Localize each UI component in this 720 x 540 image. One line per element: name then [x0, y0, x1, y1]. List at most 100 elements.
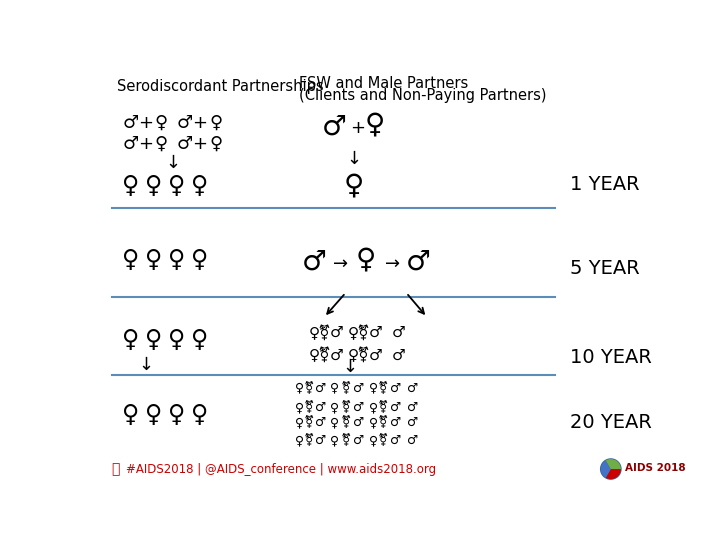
Text: ♀: ♀ — [330, 416, 339, 429]
Text: ↓: ↓ — [138, 356, 153, 374]
Text: ♀: ♀ — [369, 401, 378, 414]
Text: ⚧: ⚧ — [318, 347, 330, 363]
Text: ♂: ♂ — [390, 382, 401, 395]
Text: ↓: ↓ — [166, 154, 181, 172]
Text: FSW and Male Partners: FSW and Male Partners — [300, 76, 469, 91]
Text: ⚧: ⚧ — [378, 416, 388, 429]
Text: AIDS 2018: AIDS 2018 — [625, 463, 685, 473]
Text: ♀: ♀ — [209, 135, 222, 153]
Text: ↓: ↓ — [346, 150, 361, 168]
Text: ⚧: ⚧ — [341, 382, 351, 395]
Text: ♀: ♀ — [168, 174, 186, 198]
Text: ♀: ♀ — [145, 328, 162, 353]
Text: ♀: ♀ — [309, 348, 320, 362]
Text: ⚧: ⚧ — [378, 382, 388, 395]
Text: ♂: ♂ — [330, 325, 343, 340]
Text: ♀: ♀ — [369, 382, 378, 395]
Wedge shape — [606, 469, 621, 479]
Text: ♂: ♂ — [369, 348, 382, 362]
Text: ⚧: ⚧ — [341, 434, 351, 447]
Text: ♂: ♂ — [176, 113, 193, 132]
Text: +: + — [138, 113, 153, 132]
Text: ⚧: ⚧ — [318, 325, 330, 341]
Text: ♂: ♂ — [390, 401, 401, 414]
Text: 5 YEAR: 5 YEAR — [570, 259, 640, 278]
Text: ♀: ♀ — [122, 403, 139, 427]
Text: ♂: ♂ — [315, 401, 327, 414]
Text: ♀: ♀ — [168, 403, 186, 427]
Text: ♀: ♀ — [192, 328, 209, 353]
Text: Serodiscordant Partnerships: Serodiscordant Partnerships — [117, 79, 324, 93]
Wedge shape — [606, 459, 621, 469]
Text: #AIDS2018 | @AIDS_conference | www.aids2018.org: #AIDS2018 | @AIDS_conference | www.aids2… — [126, 463, 436, 476]
Text: ♂: ♂ — [392, 348, 405, 362]
Text: 1 YEAR: 1 YEAR — [570, 174, 640, 194]
Text: ♀: ♀ — [294, 416, 304, 429]
Text: ♂: ♂ — [315, 382, 327, 395]
Text: ♂: ♂ — [407, 434, 418, 447]
Text: 20 YEAR: 20 YEAR — [570, 413, 652, 433]
Text: ♀: ♀ — [309, 325, 320, 340]
Text: ♀: ♀ — [168, 328, 186, 353]
Text: ♂: ♂ — [322, 112, 346, 140]
Text: +: + — [192, 113, 207, 132]
Text: ♂: ♂ — [302, 247, 327, 275]
Text: ♀: ♀ — [145, 403, 162, 427]
Text: ♂: ♂ — [390, 416, 401, 429]
Text: ♀: ♀ — [356, 246, 376, 274]
Text: ♀: ♀ — [209, 113, 222, 132]
Text: ♂: ♂ — [407, 416, 418, 429]
Text: ⚧: ⚧ — [341, 401, 351, 414]
Text: ♂: ♂ — [407, 401, 418, 414]
Wedge shape — [600, 461, 611, 478]
Text: ♀: ♀ — [294, 382, 304, 395]
Text: ♂: ♂ — [330, 348, 343, 362]
Text: ♂: ♂ — [315, 416, 327, 429]
Text: ♂: ♂ — [353, 416, 364, 429]
Text: ♀: ♀ — [365, 111, 385, 139]
Text: ♀: ♀ — [168, 248, 186, 272]
Text: ♀: ♀ — [155, 135, 168, 153]
Text: ♀: ♀ — [348, 348, 359, 362]
Text: ♀: ♀ — [122, 174, 139, 198]
Text: ♂: ♂ — [369, 325, 382, 340]
Text: ⚧: ⚧ — [356, 347, 369, 363]
Text: ♀: ♀ — [192, 174, 209, 198]
Text: ♂: ♂ — [353, 382, 364, 395]
Text: ♂: ♂ — [122, 113, 138, 132]
Text: →: → — [384, 254, 400, 273]
Text: ⚧: ⚧ — [356, 325, 369, 341]
Text: 🐦: 🐦 — [112, 462, 120, 476]
Text: ⚧: ⚧ — [303, 401, 314, 414]
Text: ♀: ♀ — [122, 328, 139, 353]
Text: ⚧: ⚧ — [303, 416, 314, 429]
Text: ♀: ♀ — [155, 113, 168, 132]
Text: ♂: ♂ — [122, 135, 138, 153]
Text: ♀: ♀ — [369, 416, 378, 429]
Text: ⚧: ⚧ — [303, 382, 314, 395]
Text: ⚧: ⚧ — [378, 401, 388, 414]
Text: ⚧: ⚧ — [341, 416, 351, 429]
Text: ♀: ♀ — [145, 248, 162, 272]
Text: ♀: ♀ — [294, 434, 304, 447]
Text: ♀: ♀ — [330, 434, 339, 447]
Text: ♀: ♀ — [348, 325, 359, 340]
Text: ♀: ♀ — [294, 401, 304, 414]
Text: →: → — [333, 254, 348, 273]
Text: +: + — [192, 135, 207, 153]
Text: ♀: ♀ — [369, 434, 378, 447]
Text: ⚧: ⚧ — [303, 434, 314, 447]
Text: ♂: ♂ — [353, 401, 364, 414]
Text: ♂: ♂ — [405, 247, 431, 275]
Text: 10 YEAR: 10 YEAR — [570, 348, 652, 367]
Text: ♂: ♂ — [176, 135, 193, 153]
Text: ♀: ♀ — [343, 172, 364, 200]
Text: ♂: ♂ — [390, 434, 401, 447]
Text: (Clients and Non-Paying Partners): (Clients and Non-Paying Partners) — [300, 88, 546, 103]
Text: ⚧: ⚧ — [378, 434, 388, 447]
Text: ♂: ♂ — [353, 434, 364, 447]
Text: ♀: ♀ — [145, 174, 162, 198]
Text: ♀: ♀ — [192, 403, 209, 427]
Text: ♀: ♀ — [192, 248, 209, 272]
Circle shape — [600, 458, 621, 480]
